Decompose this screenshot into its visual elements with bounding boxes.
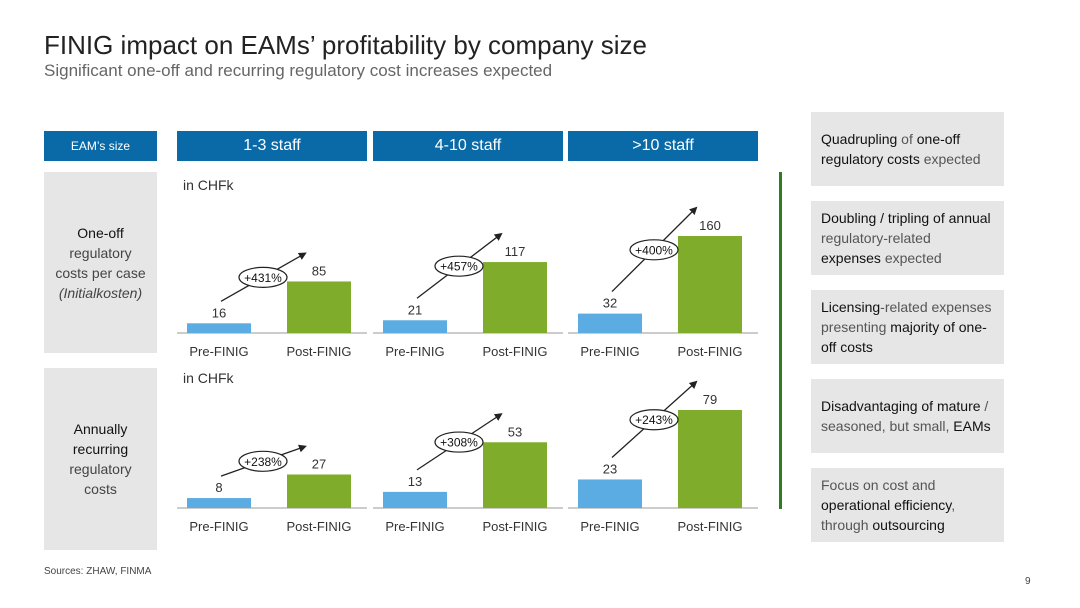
takeaway-emphasis: EAMs — [953, 418, 991, 434]
data-label: 160 — [699, 218, 721, 233]
row-label-line: regulatory — [69, 461, 132, 477]
tick-label: Pre-FINIG — [189, 344, 248, 359]
takeaway-emphasis: expenses — [821, 250, 881, 266]
tick-label: Post-FINIG — [482, 519, 547, 534]
takeaway-text: Focus on cost and operational efficiency… — [821, 475, 994, 535]
takeaway-run: Focus on cost and — [821, 477, 936, 493]
bar-pre-finig — [187, 323, 251, 333]
bar-pre-finig — [187, 498, 251, 508]
takeaway-emphasis: Doubling / tripling of annual — [821, 210, 991, 226]
change-label: +243% — [635, 413, 673, 427]
tick-label: Pre-FINIG — [580, 519, 639, 534]
bar-pre-finig — [383, 320, 447, 333]
tick-label: Post-FINIG — [286, 519, 351, 534]
takeaway-run: regulatory-related — [821, 230, 931, 246]
data-label: 8 — [215, 480, 222, 495]
takeaway-emphasis: outsourcing — [872, 517, 945, 533]
data-label: 13 — [408, 474, 422, 489]
column-header-1-3-staff: 1-3 staff — [177, 131, 367, 161]
unit-label-one-off: in CHFk — [183, 177, 234, 193]
takeaway-text: Quadrupling of one-off regulatory costs … — [821, 129, 994, 169]
data-label: 23 — [603, 461, 617, 476]
takeaway-box-5: Focus on cost and operational efficiency… — [811, 468, 1004, 542]
takeaway-run: expected — [919, 151, 981, 167]
takeaway-text: Licensing-related expenses presenting ma… — [821, 297, 994, 357]
row-label-italic: (Initialkosten) — [58, 284, 143, 301]
row-label-line: regulatory — [69, 244, 132, 261]
bar-post-finig — [287, 474, 351, 508]
change-badge — [238, 266, 288, 288]
column-header-over-10-staff: >10 staff — [568, 131, 758, 161]
bar-post-finig — [483, 262, 547, 333]
takeaway-box-2: Doubling / tripling of annual regulatory… — [811, 201, 1004, 275]
data-label: 53 — [508, 424, 522, 439]
tick-label: Pre-FINIG — [385, 519, 444, 534]
page-subtitle: Significant one-off and recurring regula… — [44, 61, 553, 80]
change-badge — [434, 255, 484, 277]
data-label: 21 — [408, 302, 422, 317]
takeaway-text: Doubling / tripling of annual regulatory… — [821, 208, 994, 268]
divider-line — [779, 172, 782, 509]
takeaway-emphasis: Disadvantaging of mature — [821, 398, 981, 414]
takeaway-run: / seasoned, but small, — [821, 398, 989, 434]
row-label-bold: Annually recurring — [72, 421, 129, 457]
eam-size-header: EAM’s size — [44, 131, 157, 161]
data-label: 79 — [703, 392, 717, 407]
column-header-4-10-staff: 4-10 staff — [373, 131, 563, 161]
change-badge — [629, 239, 679, 261]
data-label: 85 — [312, 263, 326, 278]
row-label-one-off: One-off regulatory costs per case (Initi… — [44, 172, 157, 353]
bar-pre-finig — [578, 479, 642, 508]
row-label-line: costs per case — [55, 264, 146, 281]
takeaway-run: , through — [821, 497, 956, 533]
takeaway-run: expected — [880, 250, 942, 266]
takeaway-box-3: Licensing-related expenses presenting ma… — [811, 290, 1004, 364]
tick-label: Pre-FINIG — [189, 519, 248, 534]
data-label: 16 — [212, 305, 226, 320]
takeaway-text: Disadvantaging of mature / seasoned, but… — [821, 396, 994, 436]
change-badge — [629, 409, 679, 431]
takeaway-box-1: Quadrupling of one-off regulatory costs … — [811, 112, 1004, 186]
takeaway-emphasis: operational efficiency — [821, 497, 952, 513]
page-number: 9 — [1025, 576, 1031, 587]
takeaway-emphasis: Licensing — [821, 299, 881, 315]
row-label-bold: One-off — [77, 224, 124, 241]
change-badge — [434, 431, 484, 453]
page-title: FINIG impact on EAMs’ profitability by c… — [44, 30, 648, 60]
tick-label: Post-FINIG — [482, 344, 547, 359]
unit-label-recurring: in CHFk — [183, 370, 234, 386]
bar-post-finig — [287, 281, 351, 333]
takeaway-emphasis: Quadrupling — [821, 131, 898, 147]
change-badge — [238, 450, 288, 472]
tick-label: Post-FINIG — [677, 519, 742, 534]
tick-label: Pre-FINIG — [385, 344, 444, 359]
row-label-line: costs — [84, 481, 117, 497]
tick-label: Pre-FINIG — [580, 344, 639, 359]
bar-pre-finig — [578, 313, 642, 333]
row-label-annually-recurring: Annually recurring regulatory costs — [44, 368, 157, 550]
data-label: 32 — [603, 296, 617, 311]
takeaway-box-4: Disadvantaging of mature / seasoned, but… — [811, 379, 1004, 453]
data-label: 117 — [505, 244, 526, 259]
takeaway-run: -related expenses presenting — [821, 299, 992, 335]
bar-post-finig — [678, 236, 742, 333]
bar-post-finig — [678, 410, 742, 508]
bar-pre-finig — [383, 491, 447, 508]
tick-label: Post-FINIG — [677, 344, 742, 359]
change-label: +457% — [440, 260, 478, 274]
sources-note: Sources: ZHAW, FINMA — [44, 566, 152, 577]
change-label: +308% — [440, 436, 478, 450]
takeaway-emphasis: one-off regulatory costs — [821, 131, 961, 167]
data-label: 27 — [312, 457, 326, 472]
takeaway-run: of — [897, 131, 917, 147]
tick-label: Post-FINIG — [286, 344, 351, 359]
change-label: +431% — [244, 271, 282, 285]
bar-post-finig — [483, 442, 547, 508]
change-label: +238% — [244, 455, 282, 469]
takeaway-emphasis: majority of one-off costs — [821, 319, 987, 355]
change-label: +400% — [635, 243, 673, 257]
